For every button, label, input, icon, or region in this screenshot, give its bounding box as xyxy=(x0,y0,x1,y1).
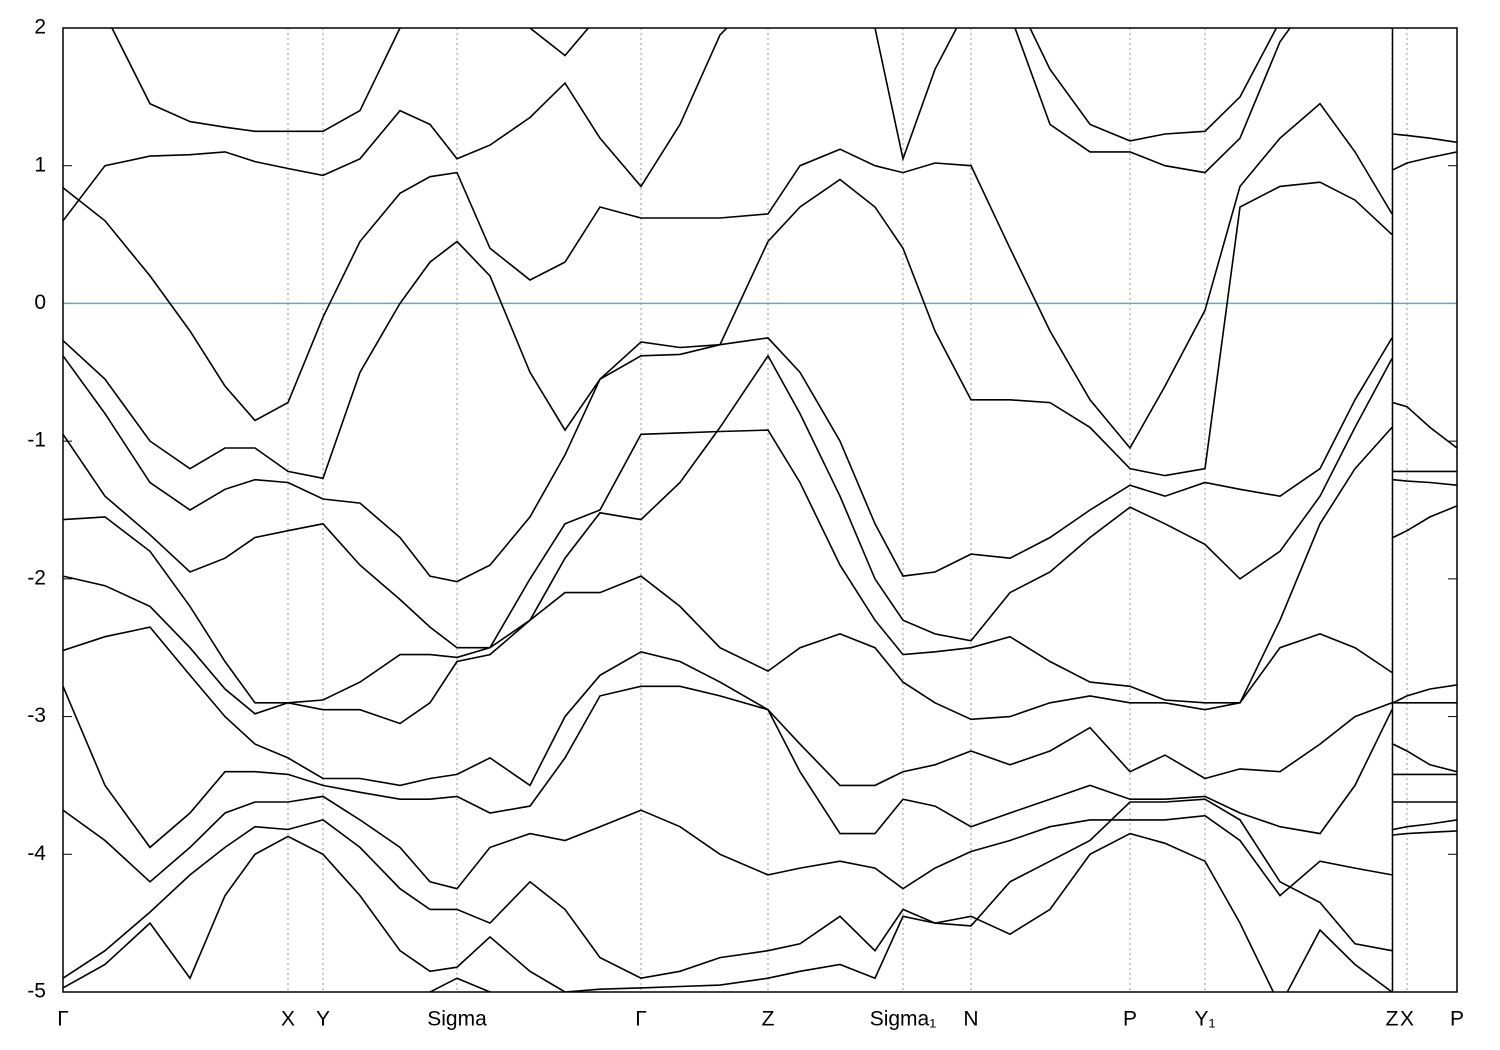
band-line xyxy=(63,337,1457,583)
y-tick-label: -5 xyxy=(27,980,46,1003)
y-tick-label: -4 xyxy=(27,842,46,865)
y-tick-label: -1 xyxy=(27,429,46,452)
band-line xyxy=(63,575,1457,773)
x-tick-label: Sigma xyxy=(427,1008,487,1031)
x-tick-label: Y xyxy=(316,1008,330,1031)
band-line xyxy=(428,977,492,992)
x-tick-label: P xyxy=(1123,1008,1137,1031)
y-tick-label: 2 xyxy=(34,16,46,39)
band-line xyxy=(63,798,1457,980)
y-tick-label: 1 xyxy=(34,153,46,176)
band-line xyxy=(63,795,1457,897)
plot-frame xyxy=(62,27,1458,993)
band-line xyxy=(63,28,1457,222)
x-tick-label: Γ xyxy=(635,1008,647,1031)
x-tick-label: Γ xyxy=(57,1008,69,1031)
x-tick-label: X xyxy=(1400,1008,1414,1031)
y-tick-label: -3 xyxy=(27,704,46,727)
band-line xyxy=(63,685,1457,849)
y-tick-label: 0 xyxy=(34,291,46,314)
x-tick-label: P xyxy=(1450,1008,1464,1031)
x-tick-label: Z xyxy=(762,1008,775,1031)
y-tick-label: -2 xyxy=(27,566,46,589)
band-line xyxy=(63,102,1457,450)
x-tick-label: N xyxy=(963,1008,978,1031)
band-line xyxy=(63,626,1457,787)
x-tick-label: Z xyxy=(1386,1008,1399,1031)
bands xyxy=(63,28,1457,992)
band-line xyxy=(63,178,1457,480)
x-tick-label: X xyxy=(281,1008,295,1031)
x-tick-label: Y₁ xyxy=(1194,1008,1215,1031)
band-line xyxy=(111,28,1457,162)
x-tick-label: Sigma₁ xyxy=(870,1008,937,1031)
band-line xyxy=(63,426,1457,704)
band-line xyxy=(63,830,1457,992)
